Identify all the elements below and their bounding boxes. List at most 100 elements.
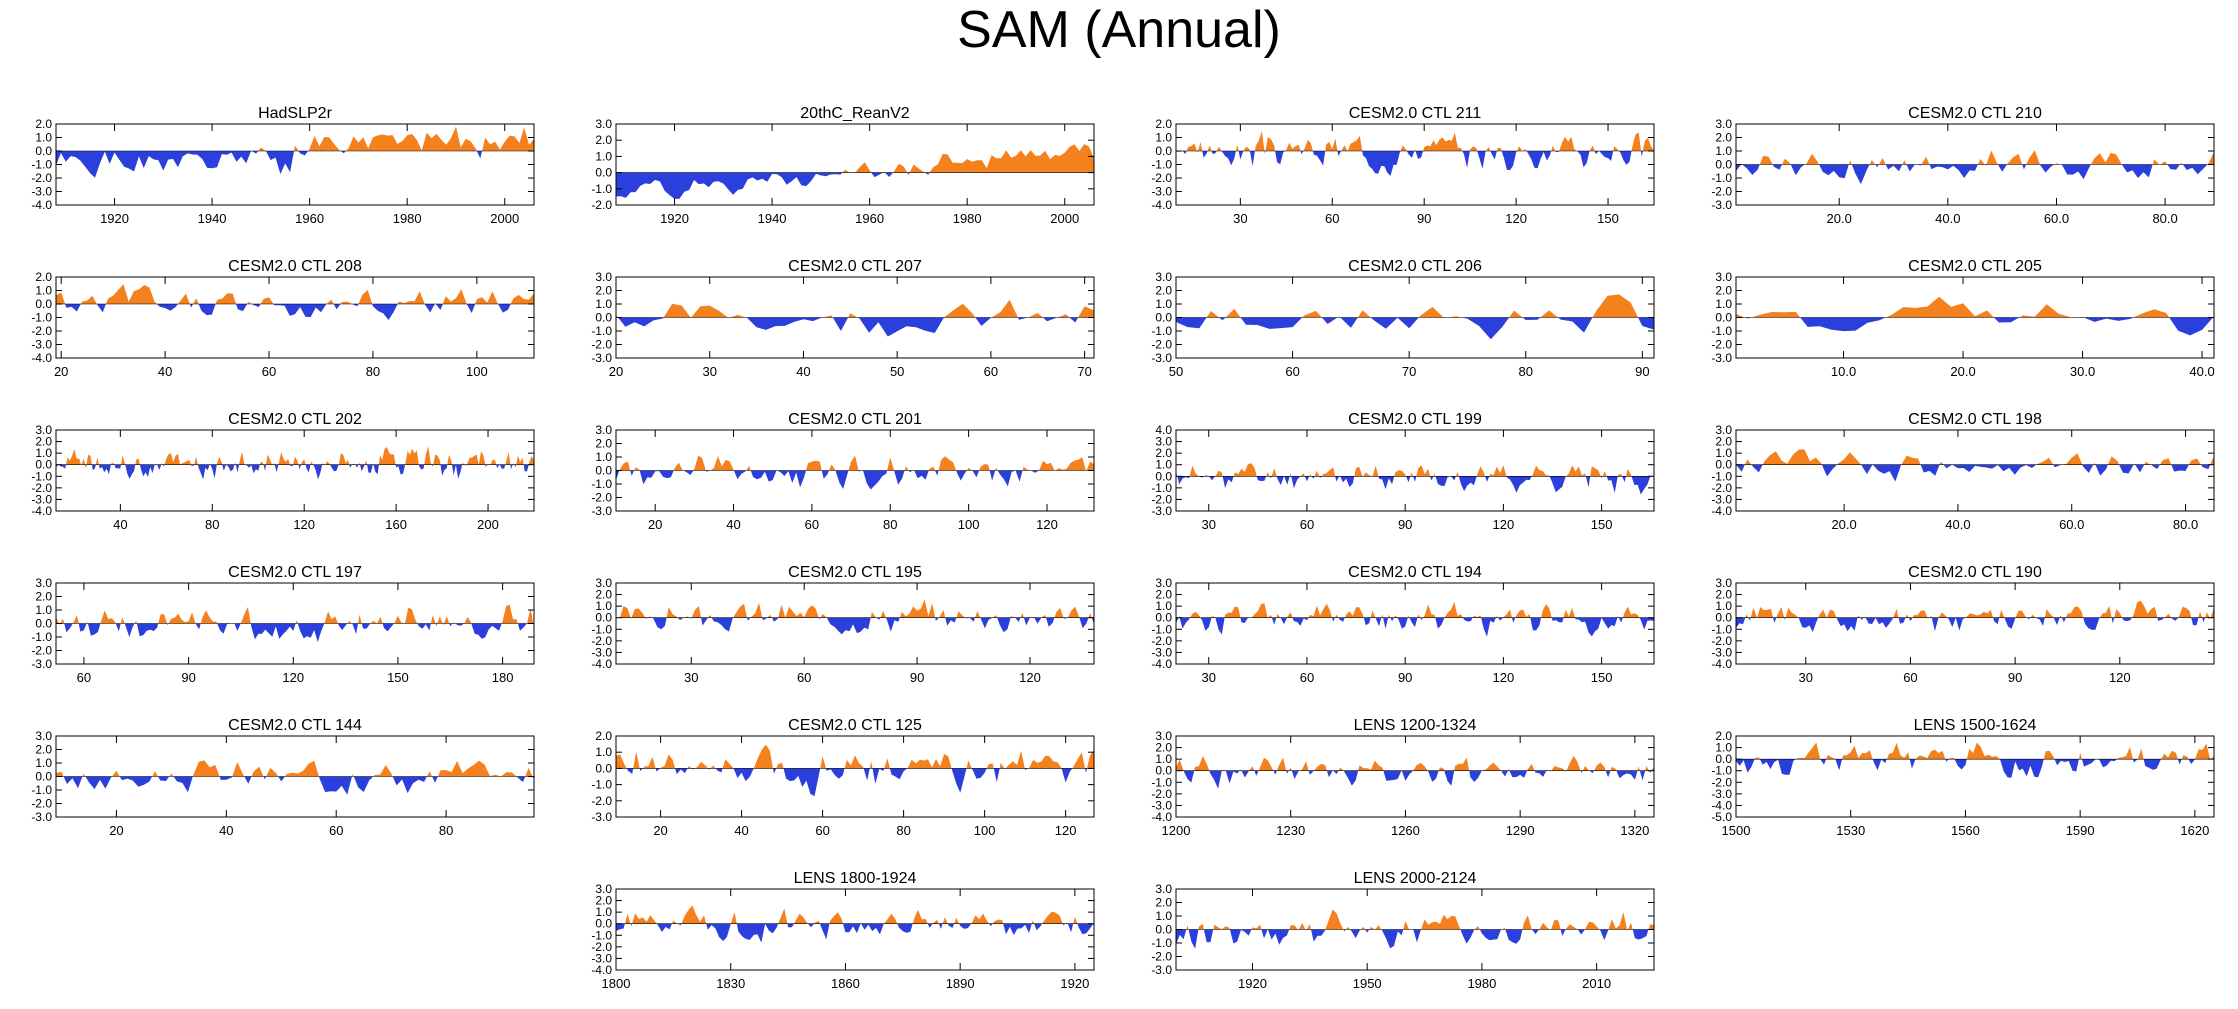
ytick-label: 0.0: [595, 917, 612, 931]
xtick-label: 1920: [1060, 976, 1089, 991]
xtick-label: 10.0: [1831, 364, 1856, 379]
plot-frame: [1175, 582, 1655, 665]
xtick-label: 30: [702, 364, 716, 379]
ytick-label: 1.0: [1155, 458, 1172, 472]
xtick-label: 40: [726, 517, 740, 532]
ytick-label: 0.0: [1155, 311, 1172, 325]
xtick-label: 60: [1325, 211, 1339, 226]
ytick-label: 3.0: [35, 576, 52, 590]
positive-area: [1176, 755, 1654, 771]
xtick-label: 80: [439, 823, 453, 838]
panel-6: CESM2.0 CTL 207 3.02.01.00.0-1.0-2.0-3.02…: [591, 258, 1095, 379]
xtick-label: 60: [1285, 364, 1299, 379]
ytick-label: 2.0: [1155, 741, 1172, 755]
panel-14: CESM2.0 CTL 195 3.02.01.00.0-1.0-2.0-3.0-…: [591, 564, 1095, 685]
ytick-label: 0.0: [595, 166, 612, 180]
ytick-label: -1.0: [591, 928, 612, 942]
positive-area: [1176, 130, 1654, 151]
xtick-label: 50: [890, 364, 904, 379]
panel-12: CESM2.0 CTL 198 3.02.01.00.0-1.0-2.0-3.0-…: [1711, 411, 2215, 532]
ytick-label: 1.0: [1155, 131, 1172, 145]
ytick-label: 2.0: [1155, 446, 1172, 460]
xtick-label: 1960: [295, 211, 324, 226]
plot-frame: [1735, 582, 2215, 665]
xtick-label: 120: [1055, 823, 1077, 838]
panel-title: CESM2.0 CTL 211: [1349, 105, 1482, 122]
xtick-label: 80: [896, 823, 910, 838]
ytick-label: -1.0: [1151, 158, 1172, 172]
ytick-label: 1.0: [1155, 752, 1172, 766]
panel-3: CESM2.0 CTL 211 2.01.00.0-1.0-2.0-3.0-4.0…: [1151, 105, 1655, 226]
negative-area: [1176, 317, 1654, 340]
panel-title: CESM2.0 CTL 197: [228, 564, 362, 581]
ytick-label: -1.0: [1151, 324, 1172, 338]
xtick-label: 1860: [831, 976, 860, 991]
panel-title: CESM2.0 CTL 190: [1908, 564, 2042, 581]
xtick-label: 50: [1169, 364, 1183, 379]
xtick-label: 100: [958, 517, 980, 532]
xtick-label: 40.0: [1945, 517, 1970, 532]
ytick-label: -3.0: [591, 645, 612, 659]
xtick-label: 20.0: [1827, 211, 1852, 226]
panel-18: CESM2.0 CTL 125 2.0 1.0 0.0 -1.0 -2.0 -3.0 20 40…: [591, 717, 1095, 838]
panel-4: CESM2.0 CTL 210 3.02.01.00.0-1.0-2.0-3.0 2…: [1711, 105, 2215, 226]
ytick-label: -3.0: [591, 351, 612, 365]
positive-area: [56, 446, 534, 465]
ytick-label: 3.0: [1715, 576, 1732, 590]
xtick-label: 80.0: [2152, 211, 2177, 226]
negative-area: [616, 768, 1094, 797]
xtick-label: 80: [883, 517, 897, 532]
ytick-label: 3.0: [1155, 435, 1172, 449]
xtick-label: 40: [796, 364, 810, 379]
ytick-label: 1.0: [1155, 297, 1172, 311]
xtick-label: 150: [387, 670, 409, 685]
positive-area: [56, 604, 534, 624]
ytick-label: -2.0: [1711, 338, 1732, 352]
negative-area: [56, 151, 534, 178]
xtick-label: 2000: [490, 211, 519, 226]
plot-frame: [1175, 429, 1655, 512]
panel-title: CESM2.0 CTL 205: [1908, 258, 2042, 275]
ytick-label: -3.0: [31, 657, 52, 671]
xtick-label: 60: [797, 670, 811, 685]
ytick-label: 0.0: [35, 144, 52, 158]
ytick-label: -3.0: [591, 810, 612, 824]
ytick-label: -2.0: [1711, 185, 1732, 199]
ytick-label: -1.0: [591, 622, 612, 636]
xtick-label: 1920: [660, 211, 689, 226]
xtick-label: 20.0: [1831, 517, 1856, 532]
ytick-label: -2.0: [1711, 634, 1732, 648]
ytick-label: 2.0: [1715, 131, 1732, 145]
xtick-label: 1290: [1506, 823, 1535, 838]
ytick-label: 1.0: [35, 131, 52, 145]
ytick-label: 2.0: [35, 590, 52, 604]
panel-8: CESM2.0 CTL 205 3.02.01.00.0-1.0-2.0-3.0 1…: [1711, 258, 2214, 379]
ytick-label: 0.0: [1155, 764, 1172, 778]
ytick-label: 2.0: [35, 743, 52, 757]
xtick-label: 120: [1036, 517, 1058, 532]
ytick-label: -2.0: [31, 481, 52, 495]
ytick-label: -4.0: [591, 657, 612, 671]
ytick-label: -4.0: [1151, 198, 1172, 212]
xtick-label: 20: [54, 364, 68, 379]
positive-area: [1176, 463, 1654, 477]
negative-area: [1176, 476, 1654, 495]
ytick-label: -1.0: [1151, 622, 1172, 636]
ytick-label: 2.0: [35, 435, 52, 449]
positive-area: [616, 455, 1094, 471]
ytick-label: 1.0: [35, 756, 52, 770]
panel-title: CESM2.0 CTL 208: [228, 258, 362, 275]
ytick-label: 1.0: [595, 905, 612, 919]
panel-7: CESM2.0 CTL 206 3.02.01.00.0-1.0-2.0-3.05…: [1151, 258, 1655, 379]
negative-area: [616, 317, 1094, 337]
ytick-label: -4.0: [31, 351, 52, 365]
xtick-label: 180: [492, 670, 514, 685]
ytick-label: 1.0: [35, 603, 52, 617]
panel-16: CESM2.0 CTL 190 3.02.01.00.0-1.0-2.0-3.0-…: [1711, 564, 2215, 685]
positive-area: [616, 599, 1094, 618]
xtick-label: 1260: [1391, 823, 1420, 838]
ytick-label: 1.0: [1715, 741, 1732, 755]
negative-area: [1176, 929, 1654, 949]
xtick-label: 20: [109, 823, 123, 838]
xtick-label: 1560: [1951, 823, 1980, 838]
